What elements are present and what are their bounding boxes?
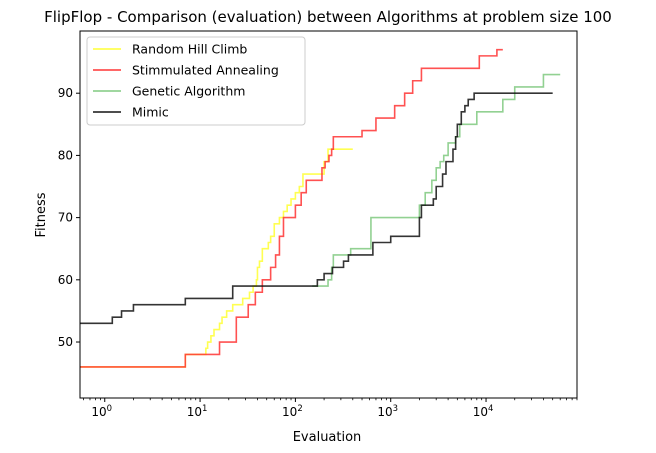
legend-label-3: Mimic	[132, 105, 169, 120]
series-line-0	[80, 148, 353, 368]
x-axis: 100 101 102 103 104	[83, 398, 578, 419]
x-tick-label: 103	[377, 404, 398, 419]
y-tick-label: 90	[58, 86, 73, 100]
x-tick-label: 100	[91, 404, 112, 419]
plot-frame	[79, 30, 578, 399]
y-tick-label: 60	[58, 273, 73, 287]
legend: Random Hill Climb Stimmulated Annealing Ge…	[86, 36, 306, 126]
series-line-2	[312, 73, 561, 287]
chart-title: FlipFlop - Comparison (evaluation) betwe…	[44, 8, 612, 26]
legend-box	[86, 36, 306, 126]
x-tick-label: 102	[282, 404, 303, 419]
y-tick-label: 80	[58, 148, 73, 162]
x-tick-label: 104	[473, 404, 494, 419]
x-axis-label: Evaluation	[293, 430, 362, 445]
series-line-1	[80, 48, 503, 368]
legend-label-0: Random Hill Climb	[132, 42, 247, 57]
x-tick-label: 101	[187, 404, 208, 419]
plot-area	[79, 30, 578, 399]
legend-label-2: Genetic Algorithm	[132, 84, 245, 99]
y-axis-label: Fitness	[34, 192, 49, 237]
y-tick-label: 70	[58, 211, 73, 225]
y-axis: 50 60 70 80 90	[58, 86, 80, 349]
series-line-3	[80, 92, 553, 325]
y-tick-label: 50	[58, 335, 73, 349]
legend-label-1: Stimmulated Annealing	[132, 63, 279, 78]
